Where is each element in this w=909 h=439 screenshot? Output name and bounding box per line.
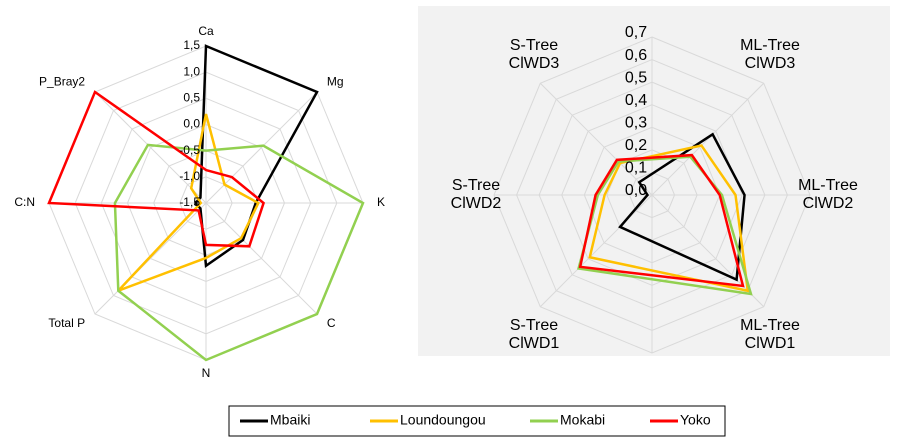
- tick-label: 0,6: [625, 47, 647, 64]
- tick-label: 0,0: [183, 117, 200, 131]
- spoke: [94, 202, 207, 315]
- category-label: S-Tree ClWD3: [509, 37, 560, 72]
- tick-label: 0,5: [625, 69, 647, 86]
- legend-label: Yoko: [680, 412, 711, 428]
- spoke: [539, 82, 653, 196]
- category-label: S-Tree ClWD1: [509, 317, 560, 352]
- category-label: Mg: [327, 74, 344, 88]
- tick-label: -1,0: [179, 169, 200, 183]
- series-line: [113, 143, 365, 362]
- tick-label: 0,0: [625, 182, 647, 199]
- series-line: [47, 90, 266, 248]
- tick-label: 1,5: [183, 38, 200, 52]
- tick-label: 0,4: [625, 92, 647, 109]
- category-label: N: [202, 366, 211, 380]
- series-line: [578, 153, 745, 288]
- right-panel: [418, 6, 890, 356]
- category-label: S-Tree ClWD2: [451, 177, 502, 212]
- legend-label: Loundoungou: [400, 412, 486, 428]
- category-label: ML-Tree ClWD2: [798, 177, 858, 212]
- spoke: [651, 194, 765, 308]
- spoke: [205, 202, 318, 315]
- category-label: K: [377, 195, 385, 209]
- series-line: [588, 144, 750, 293]
- spoke: [205, 91, 318, 204]
- tick-label: 0,5: [183, 91, 200, 105]
- tick-label: 0,1: [625, 160, 647, 177]
- tick-label: 0,2: [625, 137, 647, 154]
- category-label: Ca: [198, 24, 214, 38]
- legend-label: Mbaiki: [270, 412, 310, 428]
- category-label: P_Bray2: [39, 74, 85, 88]
- category-label: ML-Tree ClWD1: [740, 317, 800, 352]
- spoke: [651, 82, 765, 196]
- legend: [228, 405, 726, 437]
- category-label: C: [327, 316, 336, 330]
- series-line: [618, 132, 746, 282]
- series-line: [117, 113, 260, 292]
- tick-label: -1,5: [179, 195, 200, 209]
- spoke: [539, 194, 653, 308]
- spoke: [94, 91, 207, 204]
- tick-label: -0,5: [179, 143, 200, 157]
- tick-label: 0,7: [625, 24, 647, 41]
- legend-label: Mokabi: [560, 412, 605, 428]
- category-label: ML-Tree ClWD3: [740, 37, 800, 72]
- tick-label: 1,0: [183, 64, 200, 78]
- tick-label: 0,3: [625, 115, 647, 132]
- category-label: Total P: [48, 316, 85, 330]
- category-label: C:N: [14, 195, 35, 209]
- series-line: [577, 155, 753, 296]
